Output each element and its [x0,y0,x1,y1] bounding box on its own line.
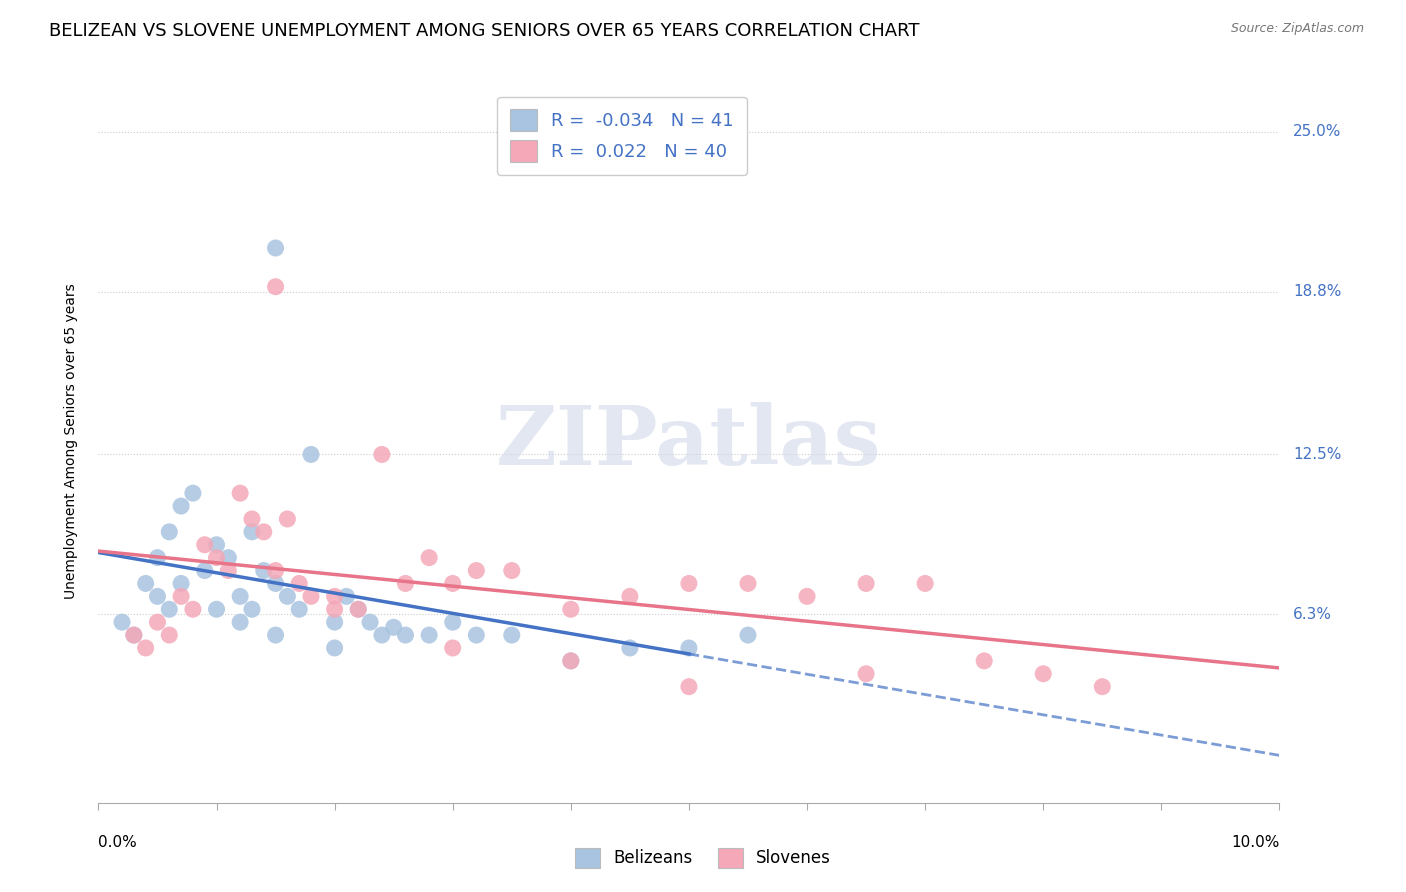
Point [855,666,877,681]
Point [146,590,169,604]
Point [264,564,287,578]
Point [181,602,204,616]
Point [678,576,700,591]
Point [501,628,523,642]
Point [678,640,700,655]
Legend: Belizeans, Slovenes: Belizeans, Slovenes [568,841,838,875]
Point [560,602,582,616]
Point [181,486,204,500]
Point [441,640,464,655]
Point [465,628,488,642]
Point [170,590,193,604]
Point [441,615,464,630]
Point [205,602,228,616]
Point [441,576,464,591]
Point [323,640,346,655]
Point [194,564,217,578]
Point [170,499,193,513]
Point [240,512,263,526]
Point [122,628,145,642]
Point [394,628,416,642]
Point [157,524,180,539]
Text: 12.5%: 12.5% [1294,447,1341,462]
Point [560,654,582,668]
Point [323,602,346,616]
Point [264,576,287,591]
Point [135,640,157,655]
Point [382,620,405,634]
Point [465,564,488,578]
Point [619,640,641,655]
Point [288,576,311,591]
Point [501,564,523,578]
Point [146,615,169,630]
Point [240,524,263,539]
Point [229,486,252,500]
Point [335,590,357,604]
Point [678,680,700,694]
Point [323,590,346,604]
Y-axis label: Unemployment Among Seniors over 65 years: Unemployment Among Seniors over 65 years [63,284,77,599]
Point [157,602,180,616]
Point [737,576,759,591]
Point [217,564,239,578]
Point [264,241,287,255]
Point [111,615,134,630]
Point [347,602,370,616]
Point [418,550,440,565]
Point [276,590,298,604]
Point [229,615,252,630]
Point [560,654,582,668]
Point [855,576,877,591]
Text: 6.3%: 6.3% [1294,607,1333,622]
Point [253,564,276,578]
Point [299,590,322,604]
Point [276,512,298,526]
Point [737,628,759,642]
Point [288,602,311,616]
Point [371,628,394,642]
Point [170,576,193,591]
Text: 18.8%: 18.8% [1294,285,1341,300]
Point [347,602,370,616]
Legend: R =  -0.034   N = 41, R =  0.022   N = 40: R = -0.034 N = 41, R = 0.022 N = 40 [498,96,747,175]
Point [217,550,239,565]
Point [1091,680,1114,694]
Point [371,447,394,461]
Point [205,538,228,552]
Text: Source: ZipAtlas.com: Source: ZipAtlas.com [1230,22,1364,36]
Point [264,279,287,293]
Point [418,628,440,642]
Point [240,602,263,616]
Point [619,590,641,604]
Text: ZIPatlas: ZIPatlas [496,401,882,482]
Point [299,447,322,461]
Point [914,576,936,591]
Point [359,615,381,630]
Point [205,550,228,565]
Point [194,538,217,552]
Point [796,590,818,604]
Point [323,615,346,630]
Point [264,628,287,642]
Point [122,628,145,642]
Text: 0.0%: 0.0% [98,835,138,850]
Point [135,576,157,591]
Point [146,550,169,565]
Text: 25.0%: 25.0% [1294,124,1341,139]
Point [229,590,252,604]
Point [1032,666,1054,681]
Text: 10.0%: 10.0% [1232,835,1279,850]
Point [394,576,416,591]
Point [253,524,276,539]
Text: BELIZEAN VS SLOVENE UNEMPLOYMENT AMONG SENIORS OVER 65 YEARS CORRELATION CHART: BELIZEAN VS SLOVENE UNEMPLOYMENT AMONG S… [49,22,920,40]
Point [973,654,995,668]
Point [157,628,180,642]
